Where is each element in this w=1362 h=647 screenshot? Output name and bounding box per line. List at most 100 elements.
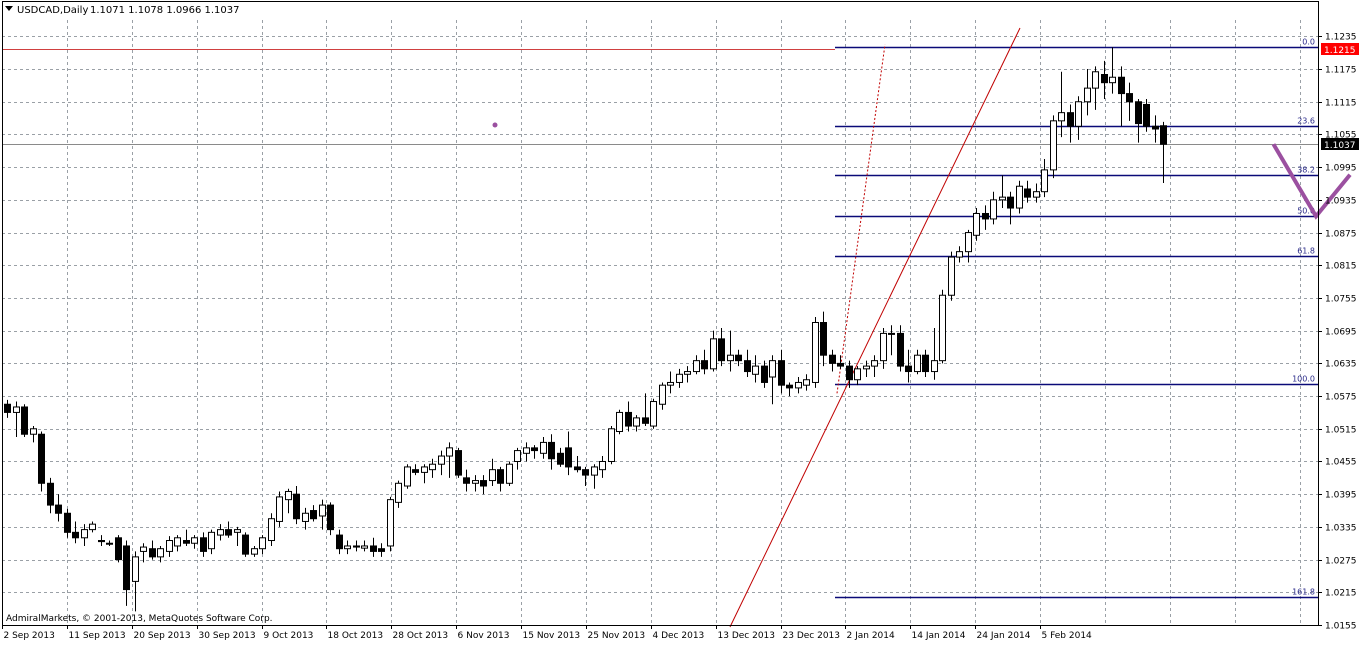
candle	[1152, 115, 1159, 143]
x-tick-label: 28 Oct 2013	[393, 631, 449, 641]
marker-dot[interactable]	[492, 122, 498, 128]
y-tick-label: 1.0575	[1325, 393, 1357, 403]
candle	[72, 521, 79, 544]
candle	[81, 524, 88, 546]
candle	[47, 477, 54, 514]
candle-body-bull	[727, 354, 734, 362]
red-dotted-trendline[interactable]	[836, 44, 886, 394]
candle-body-bear	[786, 384, 793, 389]
candle	[718, 327, 725, 367]
candle-body-bear	[642, 417, 649, 424]
candle-body-bull	[650, 401, 657, 427]
projection-zigzag[interactable]	[1271, 143, 1352, 220]
candle-body-bull	[990, 199, 997, 220]
candle	[293, 486, 300, 525]
candle-body-bull	[863, 365, 870, 370]
candle-body-bull	[174, 537, 181, 547]
candle	[480, 475, 487, 495]
candle-body-bull	[540, 441, 547, 454]
candle-body-bear	[21, 406, 28, 435]
y-tick-label: 1.0395	[1325, 491, 1357, 501]
y-tick-label: 1.0215	[1325, 589, 1357, 599]
candle-body-bull	[591, 466, 598, 476]
y-tick-label: 1.0455	[1325, 458, 1357, 468]
candle-body-bear	[293, 493, 300, 520]
candle	[344, 540, 351, 555]
y-tick-label: 1.0635	[1325, 360, 1357, 370]
candle	[1135, 99, 1142, 143]
candle	[115, 535, 122, 563]
candle-body-bear	[378, 548, 385, 552]
candle-body-bear	[846, 365, 853, 381]
dropdown-arrow-icon[interactable]	[5, 6, 13, 11]
candle-body-bull	[157, 548, 164, 558]
candle	[302, 507, 309, 530]
candle	[1050, 115, 1057, 179]
y-tick-label: 1.0695	[1325, 328, 1357, 338]
candle	[208, 529, 215, 555]
candle	[591, 464, 598, 489]
x-tick-label: 20 Sep 2013	[134, 631, 191, 641]
time-axis[interactable]: 2 Sep 2013 11 Sep 2013 20 Sep 2013 30 Sep 2…	[2, 625, 1093, 641]
candle-body-bull	[999, 196, 1006, 201]
price-label-red[interactable]: 1.1215	[1321, 43, 1359, 56]
candle	[667, 371, 674, 394]
candle-body-bull	[710, 338, 717, 370]
y-tick-label: 1.0755	[1325, 295, 1357, 305]
candles	[4, 47, 1167, 612]
y-tick-label: 1.0815	[1325, 262, 1357, 272]
candle-body-bull	[752, 365, 759, 375]
candle-body-bull	[285, 490, 292, 501]
candle	[242, 532, 249, 557]
candle	[412, 464, 419, 476]
candle-body-bull	[89, 523, 96, 531]
projection-path[interactable]	[1271, 143, 1352, 220]
candle	[786, 382, 793, 397]
fib-level-label: 38.2	[1297, 166, 1315, 175]
candle	[506, 461, 513, 487]
candle-body-bull	[880, 332, 887, 362]
candle	[854, 366, 861, 386]
candle	[659, 382, 666, 410]
candle	[625, 401, 632, 432]
candle-body-bear	[718, 338, 725, 362]
candle-body-bull	[684, 371, 691, 375]
candle	[574, 456, 581, 473]
candle	[735, 349, 742, 367]
price-label-current[interactable]: 1.1037	[1321, 138, 1359, 151]
candle	[251, 545, 258, 557]
candle-body-bull	[81, 529, 88, 539]
candle-body-bull	[429, 463, 436, 471]
candle	[429, 458, 436, 478]
candle	[931, 327, 938, 380]
candle	[421, 464, 428, 484]
candle-body-bear	[1135, 101, 1142, 125]
candle-body-bull	[523, 447, 530, 454]
candle-body-bear	[735, 354, 742, 362]
candle-body-bull	[191, 537, 198, 544]
candle-body-bull	[140, 546, 147, 552]
candle-body-bull	[404, 466, 411, 487]
candle	[38, 431, 45, 492]
candle	[259, 535, 266, 555]
candle-body-bear	[353, 545, 360, 548]
marker-dot-circle[interactable]	[492, 122, 498, 128]
candle	[106, 540, 113, 546]
fibonacci-levels[interactable]: 0.0 23.6 38.2 50.0 61.8 100.0 161.8	[835, 38, 1318, 599]
trendlines[interactable]	[729, 27, 1021, 628]
candle	[55, 494, 62, 522]
candle	[336, 529, 343, 555]
price-axis[interactable]: 1.1235 1.1175 1.1115 1.1055 1.0995 1.0935 1.08…	[1318, 33, 1359, 632]
candle	[752, 355, 759, 383]
candle-body-bull	[1033, 191, 1040, 198]
candle	[497, 466, 504, 492]
red-trendline[interactable]	[729, 27, 1021, 628]
candle	[353, 540, 360, 552]
candle	[276, 491, 283, 527]
candle	[132, 551, 139, 612]
candle-body-bear	[327, 504, 334, 531]
candle-body-bull	[693, 360, 700, 373]
candle	[166, 536, 173, 557]
